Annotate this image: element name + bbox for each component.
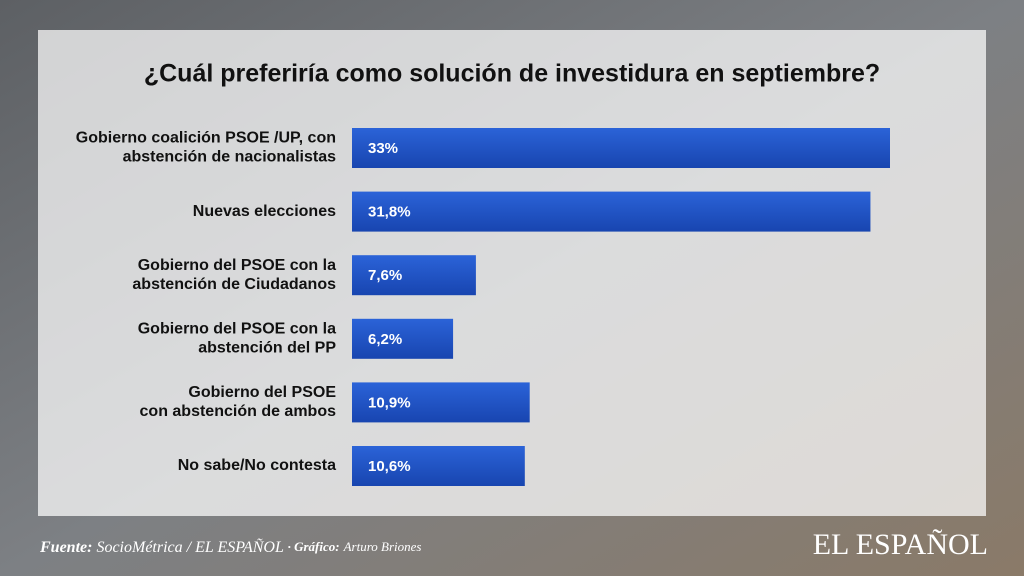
category-label: Nuevas elecciones [193,203,336,220]
source: SocioMétrica / EL ESPAÑOL [96,537,284,556]
value-label: 6,2% [368,331,402,348]
footer-text: Fuente: SocioMétrica / EL ESPAÑOL · Gráf… [39,537,421,556]
value-label: 31,8% [368,204,411,221]
logo: EL ESPAÑOL [813,528,988,561]
category-label: con abstención de ambos [140,403,337,420]
value-label: 10,9% [368,394,411,411]
category-label: No sabe/No contesta [178,457,336,474]
panel [38,30,986,516]
category-label: abstención del PP [198,340,336,357]
graphic-label: · Gráfico: [288,539,340,554]
bar [352,318,454,359]
category-label: Gobierno del PSOE [188,384,336,401]
category-label: Gobierno del PSOE con la [138,257,336,274]
value-label: 33% [368,140,398,157]
graphic: Arturo Briones [343,539,422,554]
chart-title: ¿Cuál preferiría como solución de invest… [144,60,880,88]
bar [352,191,871,232]
category-label: abstención de nacionalistas [123,149,337,166]
category-label: Gobierno del PSOE con la [138,321,336,338]
value-label: 7,6% [368,267,402,284]
value-label: 10,6% [368,458,411,475]
bar [352,382,530,423]
category-label: abstención de Ciudadanos [132,276,336,293]
source-label: Fuente: [39,539,92,556]
bar [352,446,525,486]
category-label: Gobierno coalición PSOE /UP, con [76,130,336,147]
bar [352,128,890,168]
bar [352,255,476,296]
